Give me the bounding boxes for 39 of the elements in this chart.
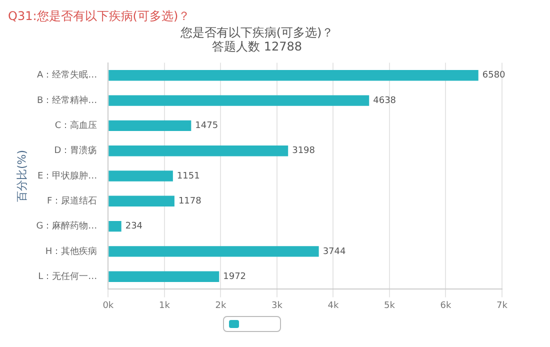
x-tick-label: 3k — [271, 300, 284, 311]
y-tick-label: C：高血压 — [54, 120, 98, 132]
y-tick-label: B：经常精神… — [36, 94, 98, 106]
bar — [108, 95, 370, 106]
x-tick-label: 0k — [102, 300, 114, 311]
bar — [108, 120, 192, 132]
y-axis-title: 百分比(%) — [15, 150, 28, 202]
bar — [108, 246, 319, 257]
x-tick-label: 7k — [496, 300, 508, 311]
bar — [108, 196, 174, 206]
x-tick-label: 1k — [158, 300, 171, 311]
text: Q31:您是否有以下疾病(可多选)？ — [8, 8, 192, 24]
chart-title: 您是否有以下疾病(可多选)？ — [179, 25, 334, 40]
y-tick-label: F：尿道结石 — [46, 196, 98, 206]
data-label: 1151 — [176, 171, 200, 182]
bar — [108, 70, 478, 81]
bar — [108, 170, 173, 182]
data-label: 1972 — [223, 272, 246, 282]
x-tick-label: 4k — [328, 300, 340, 311]
bar — [108, 146, 288, 156]
y-tick-label: L：无任何一… — [38, 270, 98, 282]
y-tick-label: A：经常失眠… — [37, 70, 98, 81]
data-label: 1475 — [195, 121, 218, 132]
y-tick-label: D：胃溃疡 — [54, 145, 98, 156]
x-tick-label: 2k — [215, 300, 227, 311]
y-tick-label: G：麻醉药物… — [36, 220, 98, 232]
chart-subtitle: 答题人数 12788 — [212, 40, 302, 54]
data-label: 234 — [125, 222, 143, 232]
y-tick-label: E：甲状腺肿… — [37, 170, 98, 182]
data-label: 6580 — [482, 70, 506, 81]
data-label: 1178 — [178, 196, 202, 206]
x-tick-label: 6k — [440, 300, 452, 311]
x-tick-label: 5k — [384, 300, 396, 311]
bar — [108, 220, 122, 232]
y-tick-label: H：其他疾病 — [45, 246, 98, 257]
bar — [108, 271, 220, 282]
data-label: 3198 — [292, 146, 316, 156]
data-label: 3744 — [322, 246, 346, 257]
data-label: 4638 — [373, 96, 396, 106]
